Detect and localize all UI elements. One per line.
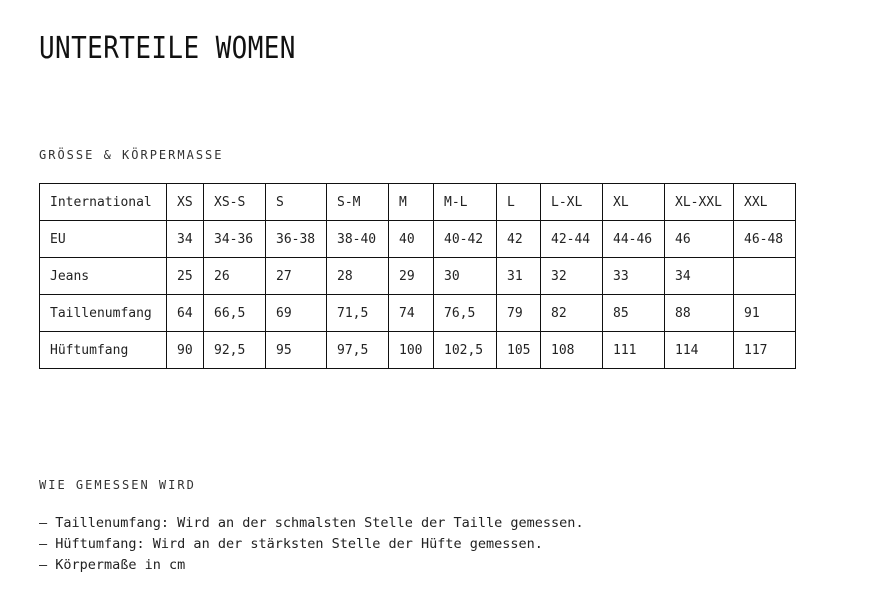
table-cell: 111 [602, 331, 665, 369]
table-cell: 64 [166, 294, 204, 332]
table-row: EU 34 34-36 36-38 38-40 40 40-42 42 42-44 44-46 46… [39, 220, 796, 258]
table-cell: 114 [664, 331, 734, 369]
table-cell: 34-36 [203, 220, 266, 258]
table-cell: 71,5 [326, 294, 389, 332]
table-cell: 31 [496, 257, 541, 295]
row-label: International [39, 183, 167, 221]
table-cell: XS [166, 183, 204, 221]
table-row: International XS XS-S S S-M M M-L L L-XL XL XL-XXL… [39, 183, 796, 221]
table-cell: 76,5 [433, 294, 497, 332]
table-cell: 36-38 [265, 220, 327, 258]
measure-notes-list: Taillenumfang: Wird an der schmalsten St… [39, 513, 584, 576]
table-cell: 108 [540, 331, 603, 369]
table-cell: 30 [433, 257, 497, 295]
table-cell: L [496, 183, 541, 221]
table-cell: 34 [664, 257, 734, 295]
table-cell: 40-42 [433, 220, 497, 258]
table-cell: 42-44 [540, 220, 603, 258]
table-cell: 38-40 [326, 220, 389, 258]
table-cell: 34 [166, 220, 204, 258]
table-cell: XXL [733, 183, 796, 221]
table-cell: M [388, 183, 434, 221]
table-cell: 40 [388, 220, 434, 258]
table-cell: 82 [540, 294, 603, 332]
row-label: Jeans [39, 257, 167, 295]
table-cell: 79 [496, 294, 541, 332]
table-cell: 46 [664, 220, 734, 258]
row-label: EU [39, 220, 167, 258]
table-cell: 74 [388, 294, 434, 332]
table-row: Jeans 25 26 27 28 29 30 31 32 33 34 [39, 257, 796, 295]
row-label: Taillenumfang [39, 294, 167, 332]
size-section-heading: GRÖSSE & KÖRPERMASSE [39, 148, 224, 162]
table-cell: L-XL [540, 183, 603, 221]
measure-note: Taillenumfang: Wird an der schmalsten St… [39, 513, 583, 534]
table-cell: 102,5 [433, 331, 497, 369]
table-cell: XS-S [203, 183, 266, 221]
table-cell: 26 [203, 257, 266, 295]
table-cell: 97,5 [326, 331, 389, 369]
table-cell: 27 [265, 257, 327, 295]
size-table: International XS XS-S S S-M M M-L L L-XL XL XL-XXL… [39, 183, 796, 369]
row-label: Hüftumfang [39, 331, 167, 369]
table-cell: 32 [540, 257, 603, 295]
table-cell: 44-46 [602, 220, 665, 258]
table-cell: 100 [388, 331, 434, 369]
table-cell: 105 [496, 331, 541, 369]
table-cell: XL [602, 183, 665, 221]
measure-section-heading: WIE GEMESSEN WIRD [39, 478, 196, 492]
table-cell: M-L [433, 183, 497, 221]
table-cell: 46-48 [733, 220, 796, 258]
table-cell: 88 [664, 294, 734, 332]
table-cell: 69 [265, 294, 327, 332]
table-cell: 29 [388, 257, 434, 295]
table-cell: 25 [166, 257, 204, 295]
table-cell: 95 [265, 331, 327, 369]
table-cell: 117 [733, 331, 796, 369]
page-title: UNTERTEILE WOMEN [39, 31, 296, 66]
table-cell: 90 [166, 331, 204, 369]
table-cell: XL-XXL [664, 183, 734, 221]
table-cell [733, 257, 796, 295]
table-cell: 91 [733, 294, 796, 332]
table-cell: S [265, 183, 327, 221]
table-cell: 92,5 [203, 331, 266, 369]
measure-note: Hüftumfang: Wird an der stärksten Stelle… [39, 534, 584, 555]
table-cell: 66,5 [203, 294, 266, 332]
table-row: Hüftumfang 90 92,5 95 97,5 100 102,5 105 108 111 1… [39, 331, 796, 369]
table-cell: 42 [496, 220, 541, 258]
measure-note: Körpermaße in cm [39, 555, 584, 576]
table-row: Taillenumfang 64 66,5 69 71,5 74 76,5 79 82 85 88 9… [39, 294, 796, 332]
table-cell: 85 [602, 294, 665, 332]
table-cell: S-M [326, 183, 389, 221]
table-cell: 28 [326, 257, 389, 295]
table-cell: 33 [602, 257, 665, 295]
